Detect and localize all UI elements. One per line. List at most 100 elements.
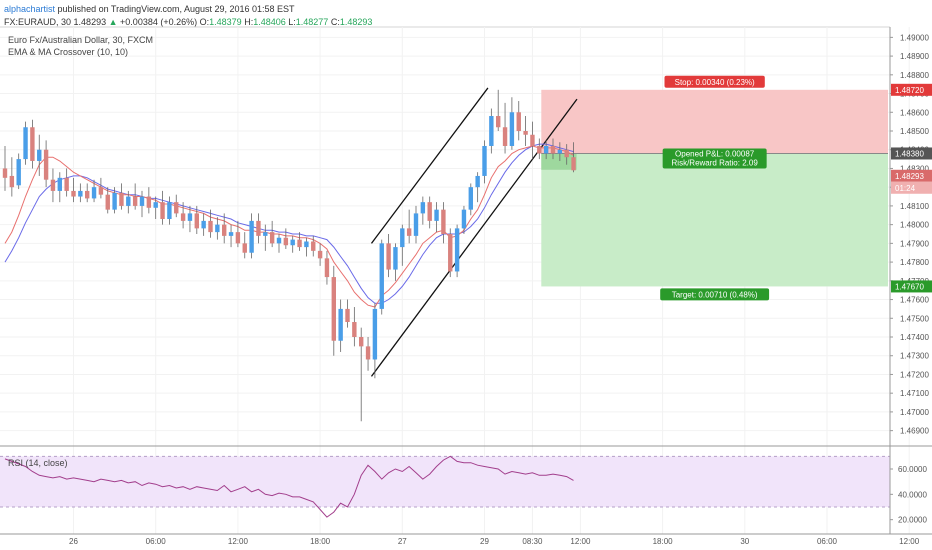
last-price: 1.48293	[73, 17, 107, 27]
candle-body	[386, 243, 391, 270]
candle-body	[37, 149, 42, 161]
candle-body	[359, 337, 364, 347]
time-tick-label: 12:00	[228, 537, 249, 546]
price-tick-label: 1.48300	[900, 164, 929, 173]
candle-body	[413, 213, 419, 236]
candle	[37, 134, 42, 176]
candle-body	[475, 175, 480, 188]
channel-lower-line[interactable]	[370, 98, 578, 377]
entry-price-tag-text: 1.48380	[895, 149, 924, 158]
candle-body	[16, 159, 21, 186]
price-tick-label: 1.48000	[900, 221, 929, 230]
high-label: H:	[244, 17, 254, 27]
candle	[112, 187, 117, 214]
candle-body	[482, 145, 487, 176]
candle	[331, 265, 336, 356]
entry-price-tag-box	[891, 147, 932, 160]
candle-body	[98, 187, 104, 195]
candle	[413, 205, 419, 244]
candle	[269, 220, 275, 248]
candle-body	[571, 157, 576, 171]
rsi-band	[0, 456, 890, 507]
ma-line	[4, 143, 574, 304]
author-link[interactable]: alphachartist	[4, 4, 56, 14]
candle	[557, 142, 563, 161]
symbol[interactable]: FX:EURAUD, 30	[4, 17, 72, 27]
candle	[406, 209, 412, 244]
candle	[523, 116, 528, 146]
candle-body	[263, 232, 268, 236]
candle-body	[454, 228, 460, 272]
candle	[249, 213, 254, 259]
stop-zone[interactable]	[541, 89, 888, 154]
candle	[242, 232, 247, 259]
candle	[2, 145, 8, 191]
candle	[461, 205, 467, 234]
target-price-tag-box	[891, 280, 932, 293]
symbol-line: FX:EURAUD, 30 1.48293 ▲ +0.00384 (+0.26%…	[4, 17, 372, 27]
candle	[311, 235, 316, 257]
stop-label: Stop: 0.00340 (0.23%)	[664, 75, 765, 88]
candle-body	[256, 220, 261, 236]
pnl-label-text: Opened P&L: 0.00087	[675, 149, 755, 158]
candle-body	[297, 239, 302, 248]
candle-body	[174, 202, 179, 214]
candle	[502, 102, 508, 154]
target-label: Target: 0.00710 (0.48%)	[660, 288, 770, 301]
rsi-line	[4, 455, 574, 518]
current-price-tag: 1.48293	[891, 169, 932, 182]
candle	[71, 177, 76, 203]
candle	[386, 234, 391, 278]
price-tick-label: 1.48100	[900, 202, 929, 211]
candle-body	[23, 127, 28, 160]
candle	[98, 177, 104, 199]
candle-body	[537, 145, 542, 154]
time-tick-label: 12:00	[899, 537, 920, 546]
candle	[571, 142, 576, 173]
candle	[564, 144, 569, 165]
low-value: 1.48277	[295, 17, 329, 27]
candle-body	[50, 179, 56, 191]
candle-body	[434, 209, 439, 221]
candle-body	[180, 213, 186, 221]
candle-body	[400, 228, 405, 248]
candle-body	[406, 228, 412, 236]
candle-body	[304, 241, 309, 248]
candle	[317, 243, 323, 266]
candle	[393, 243, 398, 281]
candle	[352, 307, 357, 347]
candle	[43, 140, 49, 188]
candle-body	[78, 190, 83, 197]
publish-line: alphachartist published on TradingView.c…	[4, 4, 295, 14]
candle-body	[9, 175, 15, 188]
rsi-tick-label: 40.0000	[898, 490, 927, 499]
candle	[372, 303, 378, 379]
candle-body	[249, 220, 254, 253]
stop-label-text: Stop: 0.00340 (0.23%)	[675, 78, 755, 87]
candle	[174, 194, 179, 218]
candle-body	[139, 196, 145, 206]
candle	[50, 168, 56, 203]
price-tick-label: 1.47500	[900, 314, 929, 323]
current-price-tag-box	[891, 169, 932, 182]
candle-body	[2, 168, 8, 178]
open-pnl-zone[interactable]	[541, 153, 577, 170]
candle	[126, 190, 131, 214]
candle	[283, 228, 289, 249]
candle	[379, 239, 384, 315]
candle	[215, 217, 220, 240]
candle-body	[43, 149, 49, 180]
candle	[180, 202, 186, 229]
price-tick-label: 1.48800	[900, 71, 929, 80]
candle	[30, 119, 35, 169]
published-text: published on TradingView.com, August 29,…	[57, 4, 295, 14]
candle-body	[338, 308, 343, 341]
candle	[427, 196, 432, 229]
channel-upper-line[interactable]	[370, 87, 489, 244]
target-zone[interactable]	[541, 153, 888, 287]
candle	[187, 205, 193, 233]
candle	[543, 140, 549, 160]
candle	[256, 213, 261, 244]
rsi-tick-label: 60.0000	[898, 465, 927, 474]
